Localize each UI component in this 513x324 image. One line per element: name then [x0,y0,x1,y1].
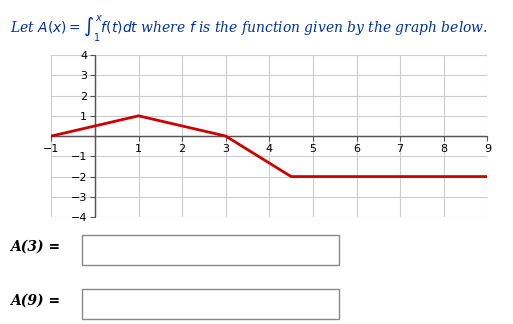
Text: Let $A(x) = \int_1^x f(t)dt$ where $f$ is the function given by the graph below.: Let $A(x) = \int_1^x f(t)dt$ where $f$ i… [10,14,488,44]
FancyBboxPatch shape [82,289,339,319]
Text: A(3) =: A(3) = [10,240,61,254]
Text: A(9) =: A(9) = [10,294,61,307]
FancyBboxPatch shape [82,235,339,265]
